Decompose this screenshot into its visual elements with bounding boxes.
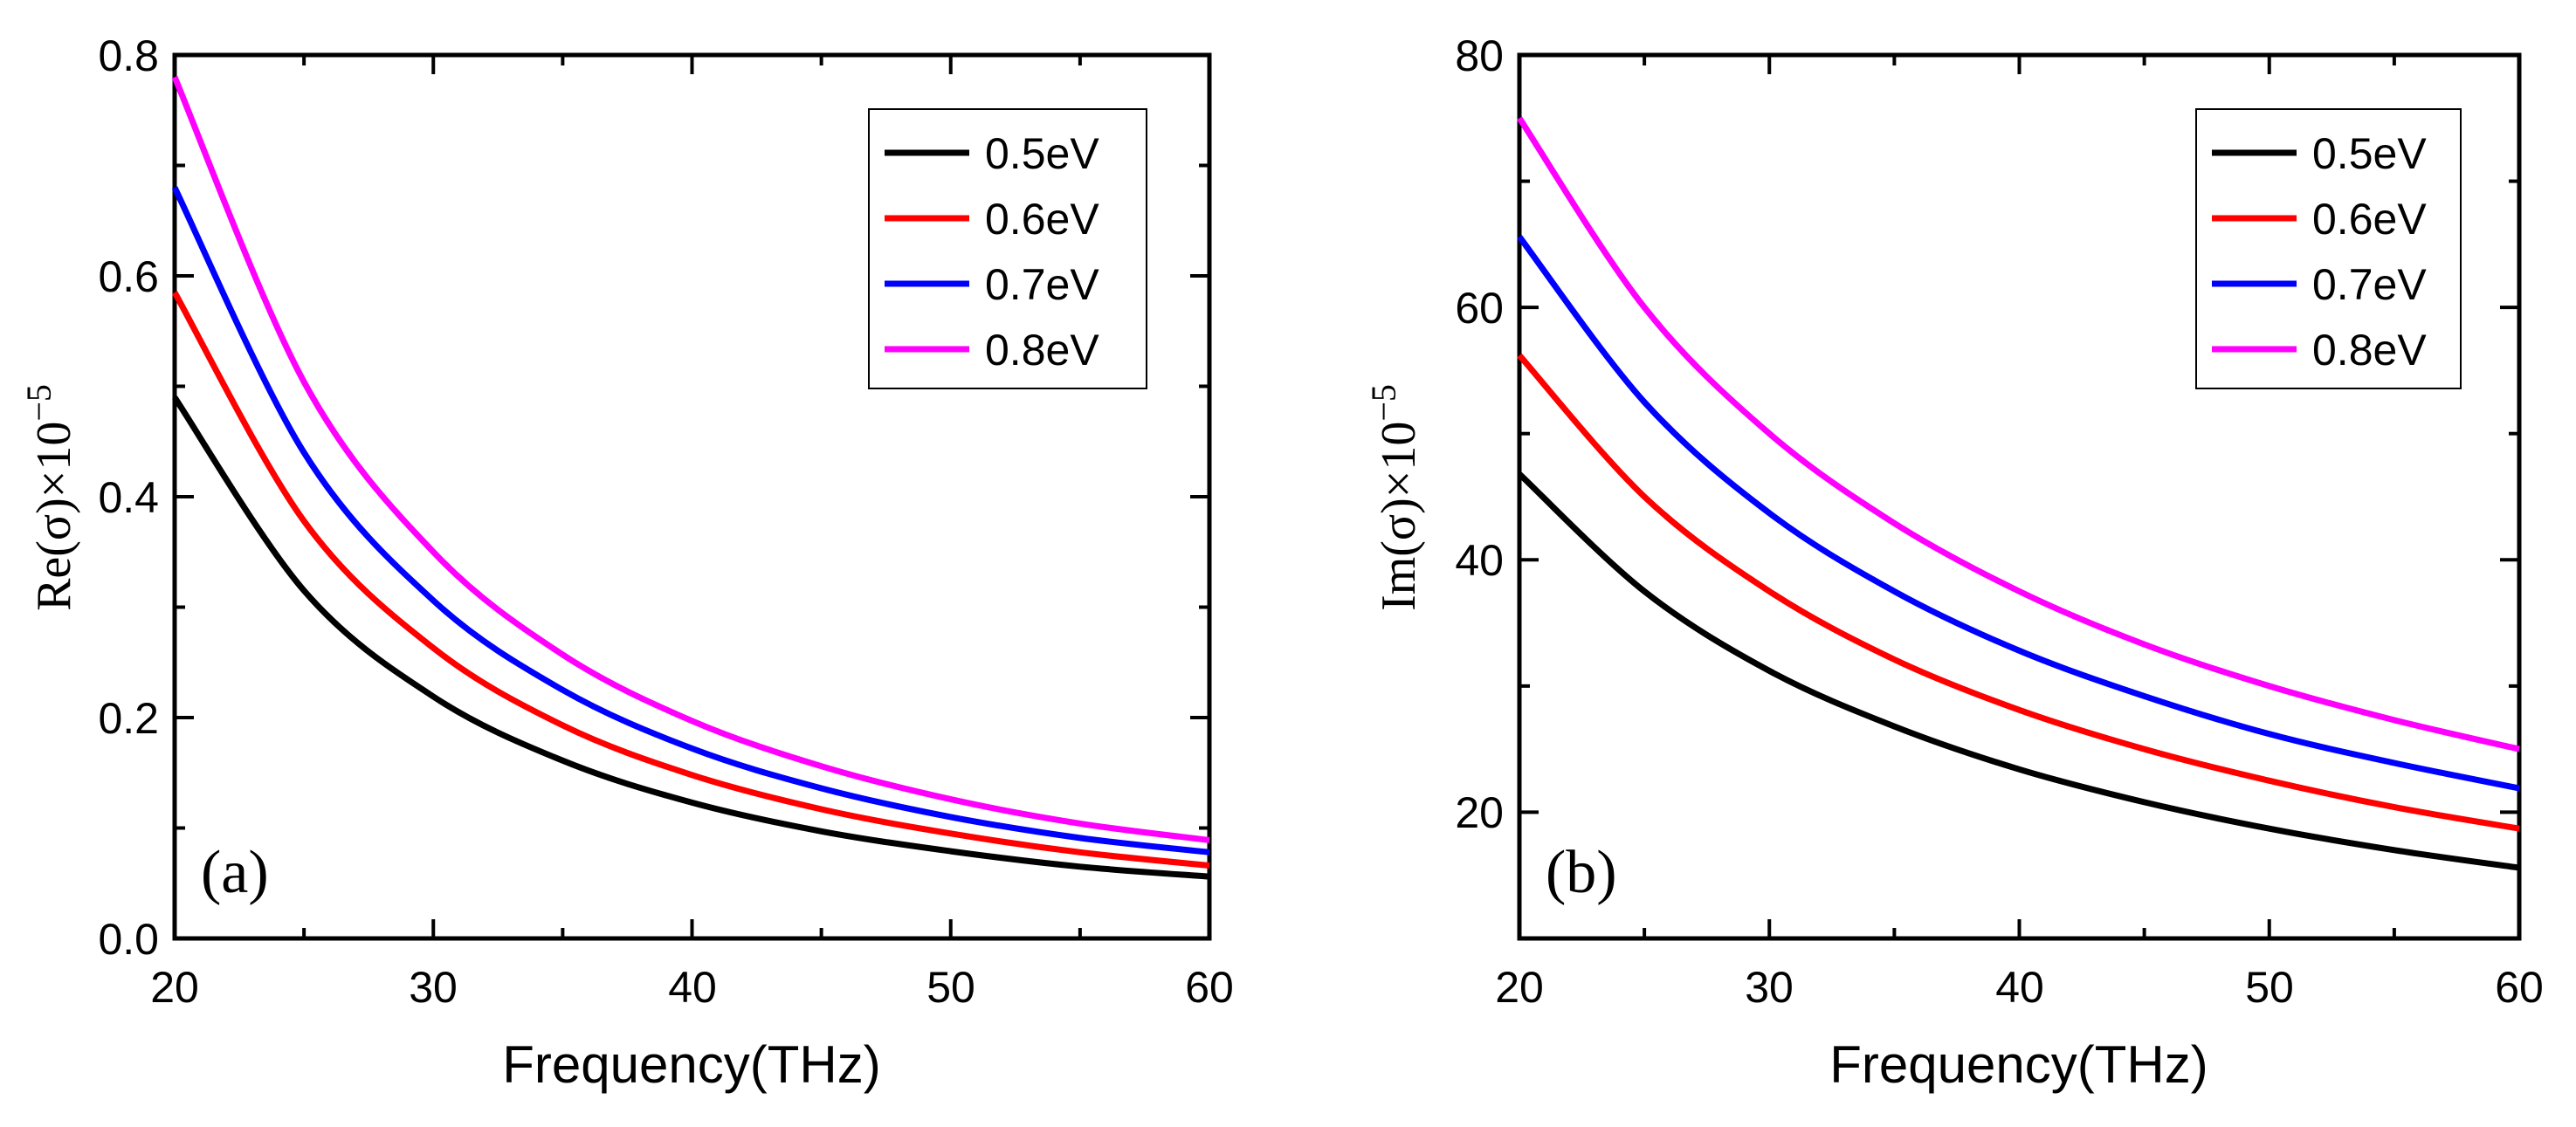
y-tick-label-a-0: 0.0 <box>98 915 159 964</box>
y-axis-title-main-a: Re(σ)×10 <box>27 422 81 611</box>
y-tick-label-b-0: 20 <box>1455 788 1504 837</box>
legend-label-0.8eV-b: 0.8eV <box>2312 326 2427 375</box>
x-tick-label-a-4: 60 <box>1185 963 1234 1012</box>
x-tick-label-a-3: 50 <box>926 963 975 1012</box>
series-line-0.7eV-b <box>1517 235 2520 792</box>
legend-label-0.6eV-a: 0.6eV <box>985 195 1099 244</box>
x-tick-label-b-0: 20 <box>1495 963 1544 1012</box>
y-tick-label-b-2: 60 <box>1455 284 1504 333</box>
legend-label-0.5eV-a: 0.5eV <box>985 129 1099 178</box>
x-axis-title-a: Frequency(THz) <box>502 1035 880 1094</box>
y-axis-title-exp-a: −5 <box>19 384 59 422</box>
x-tick-label-b-4: 60 <box>2495 963 2544 1012</box>
y-axis-title-b: Im(σ)×10−5 <box>1364 384 1426 611</box>
series-line-0.8eV-b <box>1517 116 2520 752</box>
x-tick-label-b-3: 50 <box>2245 963 2294 1012</box>
legend-box-a <box>868 108 1147 389</box>
x-tick-label-b-2: 40 <box>1995 963 2044 1012</box>
y-tick-label-a-4: 0.8 <box>98 31 159 80</box>
series-line-0.5eV-a <box>172 395 1210 880</box>
x-axis-title-b: Frequency(THz) <box>1829 1035 2208 1094</box>
legend-label-0.5eV-b: 0.5eV <box>2312 129 2427 178</box>
legend-label-0.7eV-b: 0.7eV <box>2312 260 2427 309</box>
y-tick-label-b-1: 40 <box>1455 536 1504 585</box>
series-lines-b <box>1517 116 2520 871</box>
x-tick-label-a-1: 30 <box>409 963 458 1012</box>
panel-b: 20 30 40 50 60 20 40 60 80 Frequency(THz… <box>1364 31 2544 1094</box>
series-line-0.5eV-b <box>1517 471 2520 871</box>
y-axis-title-exp-b: −5 <box>1364 384 1403 422</box>
tick-marks-b <box>1518 53 2521 940</box>
y-tick-label-a-2: 0.4 <box>98 473 159 522</box>
y-tick-label-a-1: 0.2 <box>98 694 159 743</box>
x-tick-label-a-2: 40 <box>668 963 717 1012</box>
legend-label-0.6eV-b: 0.6eV <box>2312 195 2427 244</box>
tick-marks-a <box>173 53 1211 940</box>
x-tick-label-b-1: 30 <box>1745 963 1794 1012</box>
y-tick-label-a-3: 0.6 <box>98 252 159 301</box>
y-axis-title-a: Re(σ)×10−5 <box>19 384 81 611</box>
series-line-0.6eV-a <box>171 291 1210 869</box>
legend-label-0.8eV-a: 0.8eV <box>985 326 1099 375</box>
panel-label-b: (b) <box>1546 839 1617 906</box>
y-axis-title-main-b: Im(σ)×10 <box>1372 422 1426 611</box>
legend-a: 0.5eV 0.6eV 0.7eV 0.8eV <box>868 108 1147 389</box>
series-line-0.7eV-a <box>171 186 1210 856</box>
legend-label-0.7eV-a: 0.7eV <box>985 260 1099 309</box>
series-line-0.8eV-a <box>171 75 1210 843</box>
y-tick-label-b-3: 80 <box>1455 31 1504 80</box>
panel-a: 20 30 40 50 60 0.0 0.2 0.4 0.6 0.8 Frequ… <box>19 31 1234 1094</box>
series-line-0.6eV-b <box>1517 353 2520 832</box>
series-lines-a <box>171 75 1210 880</box>
x-tick-label-a-0: 20 <box>150 963 199 1012</box>
panel-label-a: (a) <box>201 839 269 906</box>
legend-b: 0.5eV 0.6eV 0.7eV 0.8eV <box>2195 108 2462 389</box>
